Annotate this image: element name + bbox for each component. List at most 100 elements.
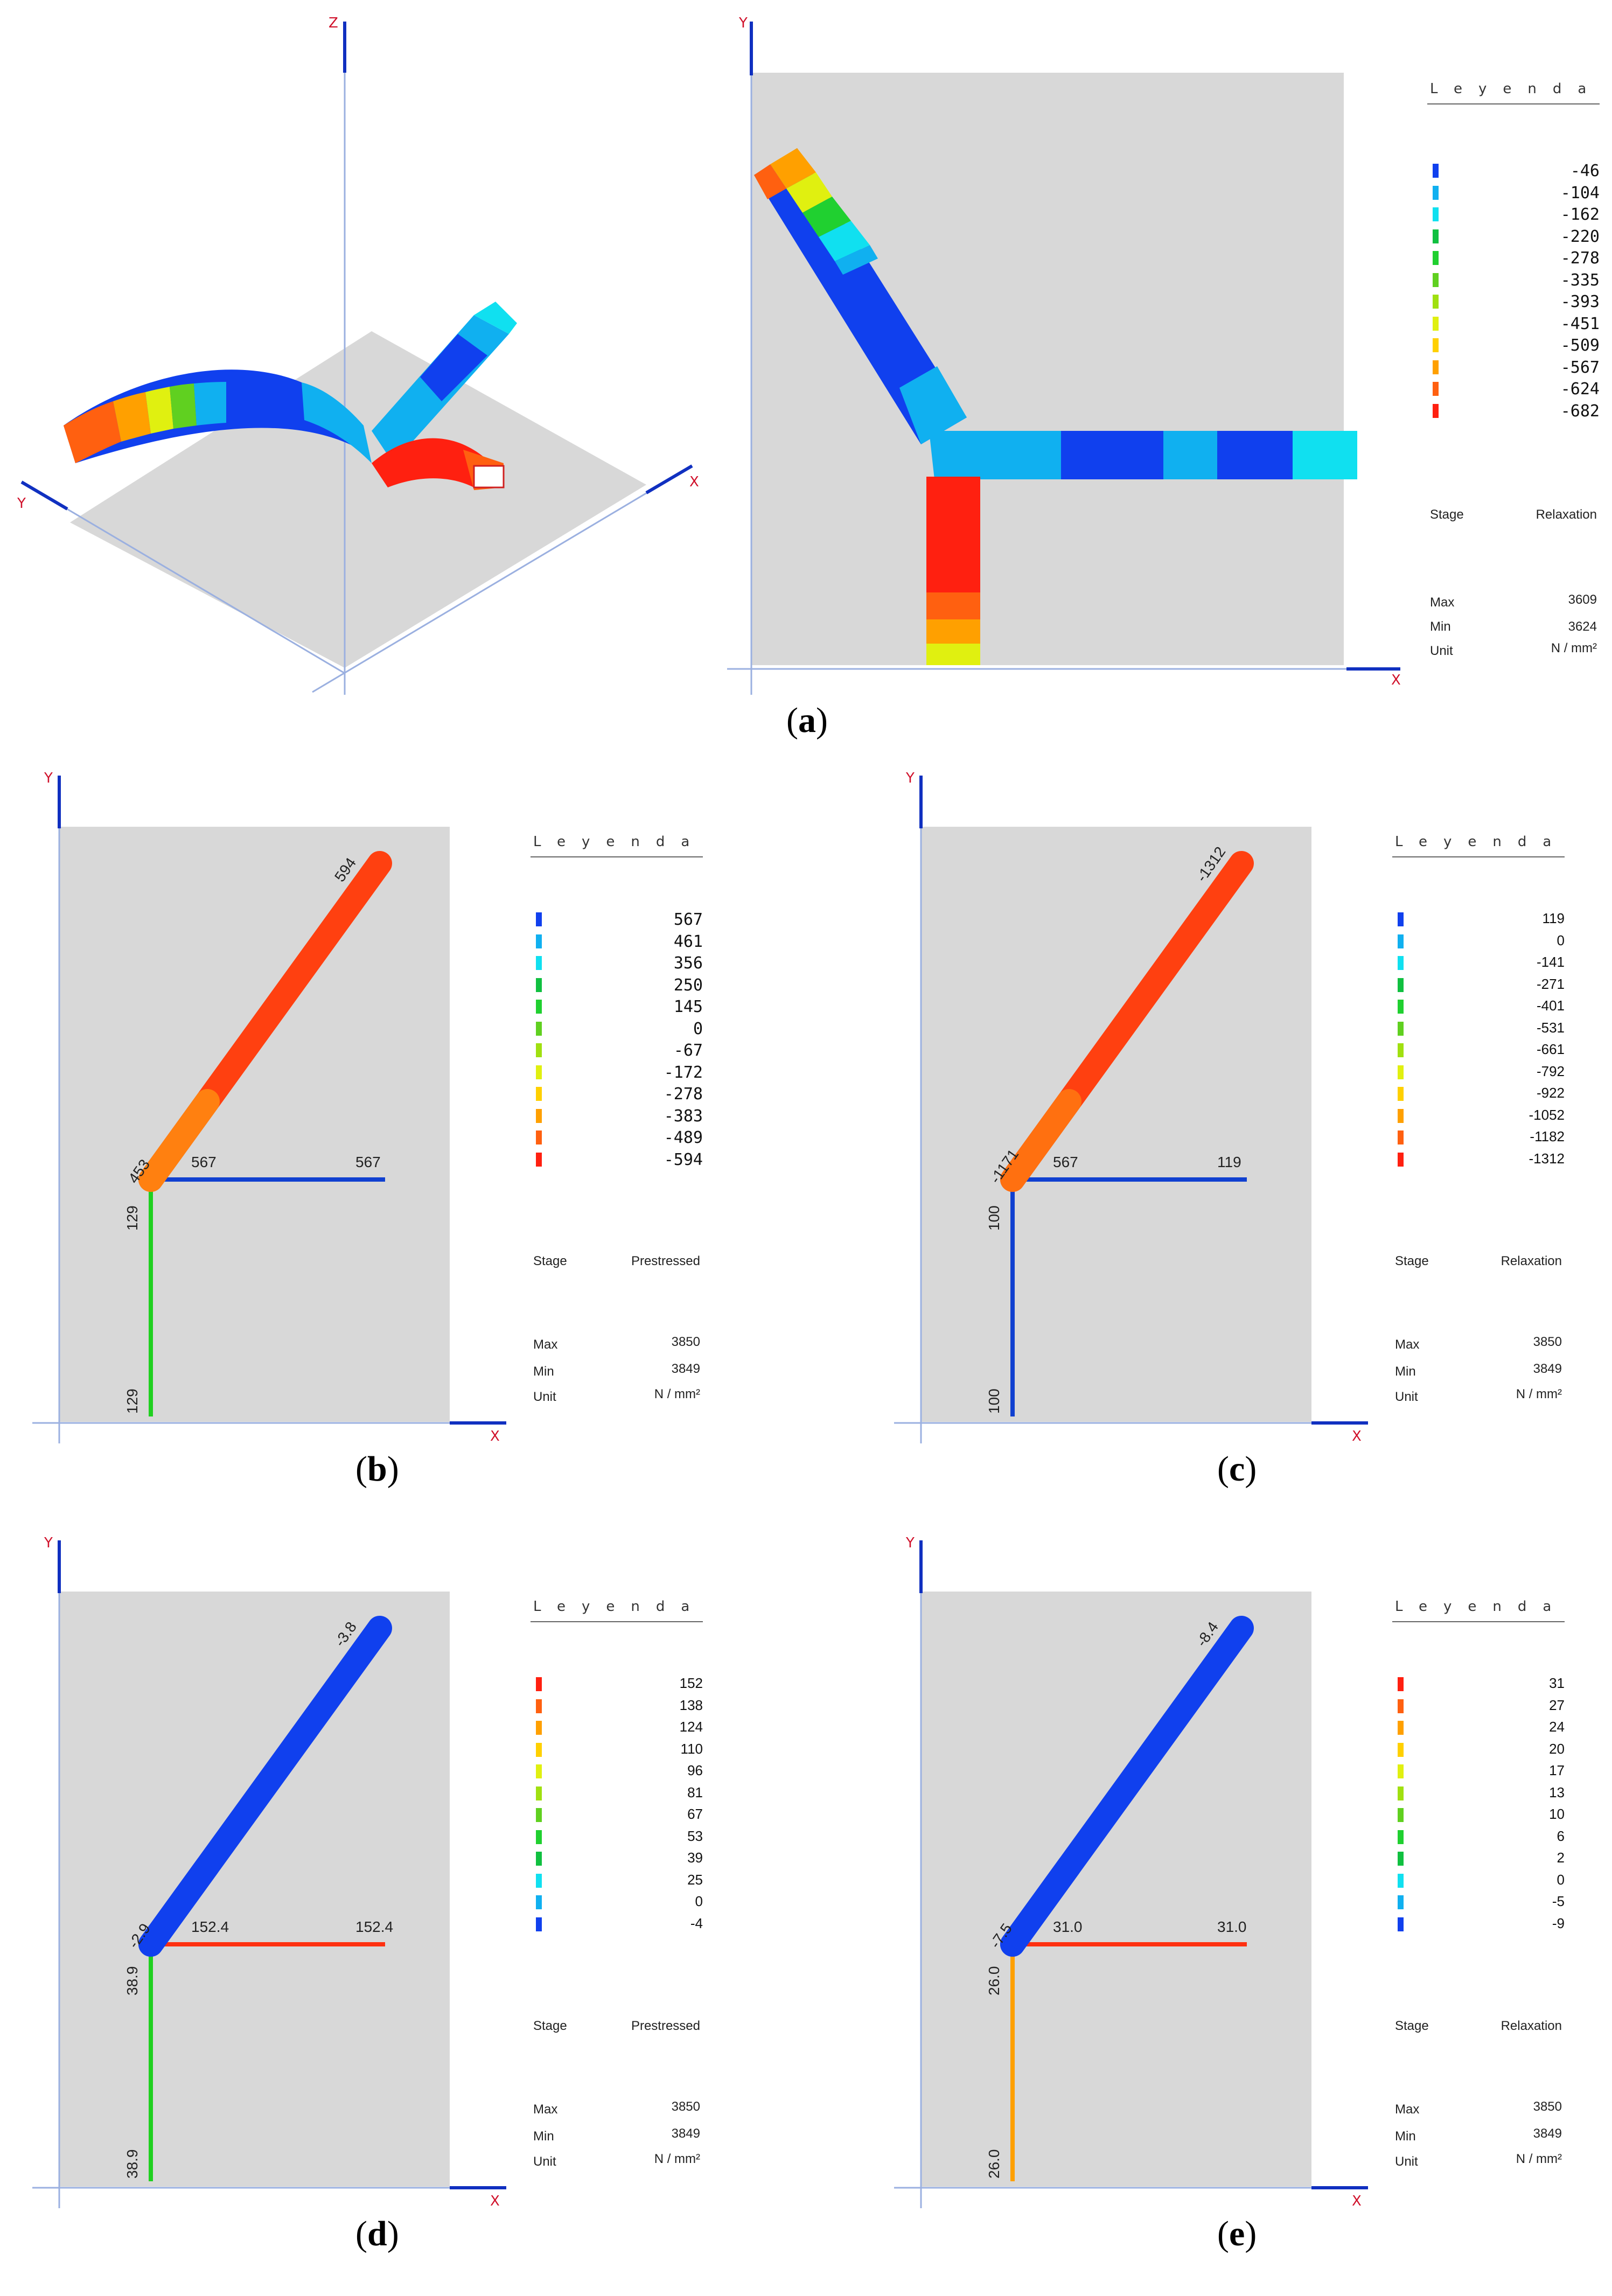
legend-row: 110 — [531, 1741, 703, 1760]
unit-label: Unit — [1395, 2154, 1418, 2169]
legend-value: -67 — [673, 1041, 703, 1060]
legend-value: -1052 — [1529, 1106, 1565, 1123]
plan-diagonal-member — [754, 148, 967, 444]
legend-value: -9 — [1552, 1915, 1565, 1931]
legend-row: 31 — [1392, 1675, 1565, 1694]
max-label: Max — [1395, 2102, 1420, 2117]
y-axis-marker — [20, 480, 68, 511]
legend-swatch — [1433, 338, 1439, 352]
y-axis-label: Y — [906, 1535, 915, 1551]
y-axis-line — [21, 481, 345, 674]
legend-row: 0 — [1392, 1872, 1565, 1891]
plot-background — [59, 827, 450, 1422]
vertical-top-value: 38.9 — [124, 1966, 141, 1996]
legend-row: -271 — [1392, 976, 1565, 995]
legend-swatch — [536, 1917, 542, 1931]
stage-label: Stage — [1395, 2019, 1429, 2033]
y-axis-label: Y — [44, 1535, 53, 1551]
x-axis-label: X — [1352, 2193, 1362, 2209]
legend-row: 13 — [1392, 1784, 1565, 1804]
stage-value: Relaxation — [1536, 507, 1597, 522]
legend-row: 6 — [1392, 1828, 1565, 1847]
legend-swatch — [1433, 273, 1439, 287]
unit-value: N / mm² — [1551, 641, 1597, 655]
legend-swatch — [1398, 1021, 1404, 1036]
legend-swatch — [536, 1000, 542, 1014]
legend-value: -567 — [1560, 358, 1600, 377]
legend-row: -594 — [531, 1150, 703, 1170]
legend-title: Leyenda — [533, 1599, 706, 1615]
legend-swatch — [536, 1742, 542, 1757]
stage-value: Prestressed — [631, 1254, 700, 1268]
diagonal-member-end — [1000, 1089, 1081, 1192]
legend-value: 27 — [1549, 1697, 1565, 1713]
legend-row: -335 — [1427, 271, 1600, 290]
plot-background — [921, 827, 1311, 1422]
unit-value: N / mm² — [654, 1387, 700, 1401]
legend-row: -567 — [1427, 358, 1600, 378]
legend-swatch — [536, 1087, 542, 1101]
panel-a-plan-view — [727, 22, 1400, 695]
legend-value: 2 — [1557, 1850, 1565, 1866]
legend-row: -1182 — [1392, 1128, 1565, 1148]
legend-row: -9 — [1392, 1915, 1565, 1935]
legend-swatch — [536, 1852, 542, 1866]
panel-d: -3.8 -2.9 152.4 152.4 38.9 38.9 Y X Leyenda 152 13… — [32, 1530, 732, 2253]
legend-swatch — [536, 1152, 542, 1167]
max-value: 3850 — [1533, 2099, 1562, 2114]
stage-value: Relaxation — [1501, 2019, 1562, 2033]
horizontal-left-value: 152.4 — [191, 1918, 229, 1935]
legend-row: 567 — [531, 910, 703, 930]
legend-value: 0 — [1557, 932, 1565, 948]
legend-value: -383 — [664, 1106, 703, 1126]
legend-row: -141 — [1392, 954, 1565, 973]
min-value: 3849 — [671, 1362, 700, 1376]
legend-swatch — [1398, 1917, 1404, 1931]
vertical-top-value: 26.0 — [986, 1966, 1002, 1996]
legend-swatch — [1398, 978, 1404, 992]
legend-swatch — [1398, 1873, 1404, 1888]
x-axis-label: X — [490, 2193, 500, 2209]
legend-value: 39 — [687, 1850, 703, 1866]
max-label: Max — [533, 1337, 558, 1352]
legend-row: -172 — [531, 1063, 703, 1083]
vertical-bottom-value: 38.9 — [124, 2149, 141, 2179]
panel-a-3d-view — [20, 22, 693, 695]
legend-row: -661 — [1392, 1041, 1565, 1060]
legend-value: -278 — [1560, 249, 1600, 268]
x-axis-label: X — [1352, 1428, 1362, 1444]
legend-value: -489 — [664, 1128, 703, 1147]
legend-swatch — [1433, 207, 1439, 221]
legend-value: -162 — [1560, 205, 1600, 224]
legend-row: -46 — [1427, 162, 1600, 181]
plan-background — [751, 73, 1344, 665]
legend-row: 39 — [531, 1850, 703, 1869]
legend-value: 110 — [680, 1740, 703, 1757]
horizontal-right-value: 152.4 — [355, 1918, 394, 1935]
min-value: 3849 — [671, 2126, 700, 2141]
legend-row: 152 — [531, 1675, 703, 1694]
legend-row: -792 — [1392, 1063, 1565, 1083]
legend-swatch — [536, 1699, 542, 1713]
legend-row: 20 — [1392, 1741, 1565, 1760]
legend-value: -509 — [1560, 336, 1600, 355]
vertical-top-value: 129 — [124, 1205, 141, 1231]
legend-swatch — [1433, 295, 1439, 309]
stage-label: Stage — [533, 1254, 567, 1268]
stage-value: Relaxation — [1501, 1254, 1562, 1268]
legend-row: 356 — [531, 954, 703, 973]
legend: Leyenda 119 0 -141 -271 -401 -531 -661 -792 -922 -… — [1392, 834, 1565, 1437]
legend-row: -509 — [1427, 336, 1600, 355]
x-axis-line — [312, 465, 693, 693]
legend-value: 356 — [673, 954, 703, 973]
plot-svg — [894, 776, 1368, 1443]
legend-swatch — [536, 1895, 542, 1909]
plan-vertical-member — [926, 477, 980, 665]
legend-divider — [1392, 1621, 1565, 1622]
legend-value: 10 — [1549, 1806, 1565, 1822]
legend-value: 138 — [679, 1697, 703, 1713]
legend-swatch — [536, 1677, 542, 1691]
legend-row: -4 — [531, 1915, 703, 1935]
legend-title: Leyenda — [533, 834, 706, 850]
figure-label-a: (a) — [786, 701, 828, 740]
